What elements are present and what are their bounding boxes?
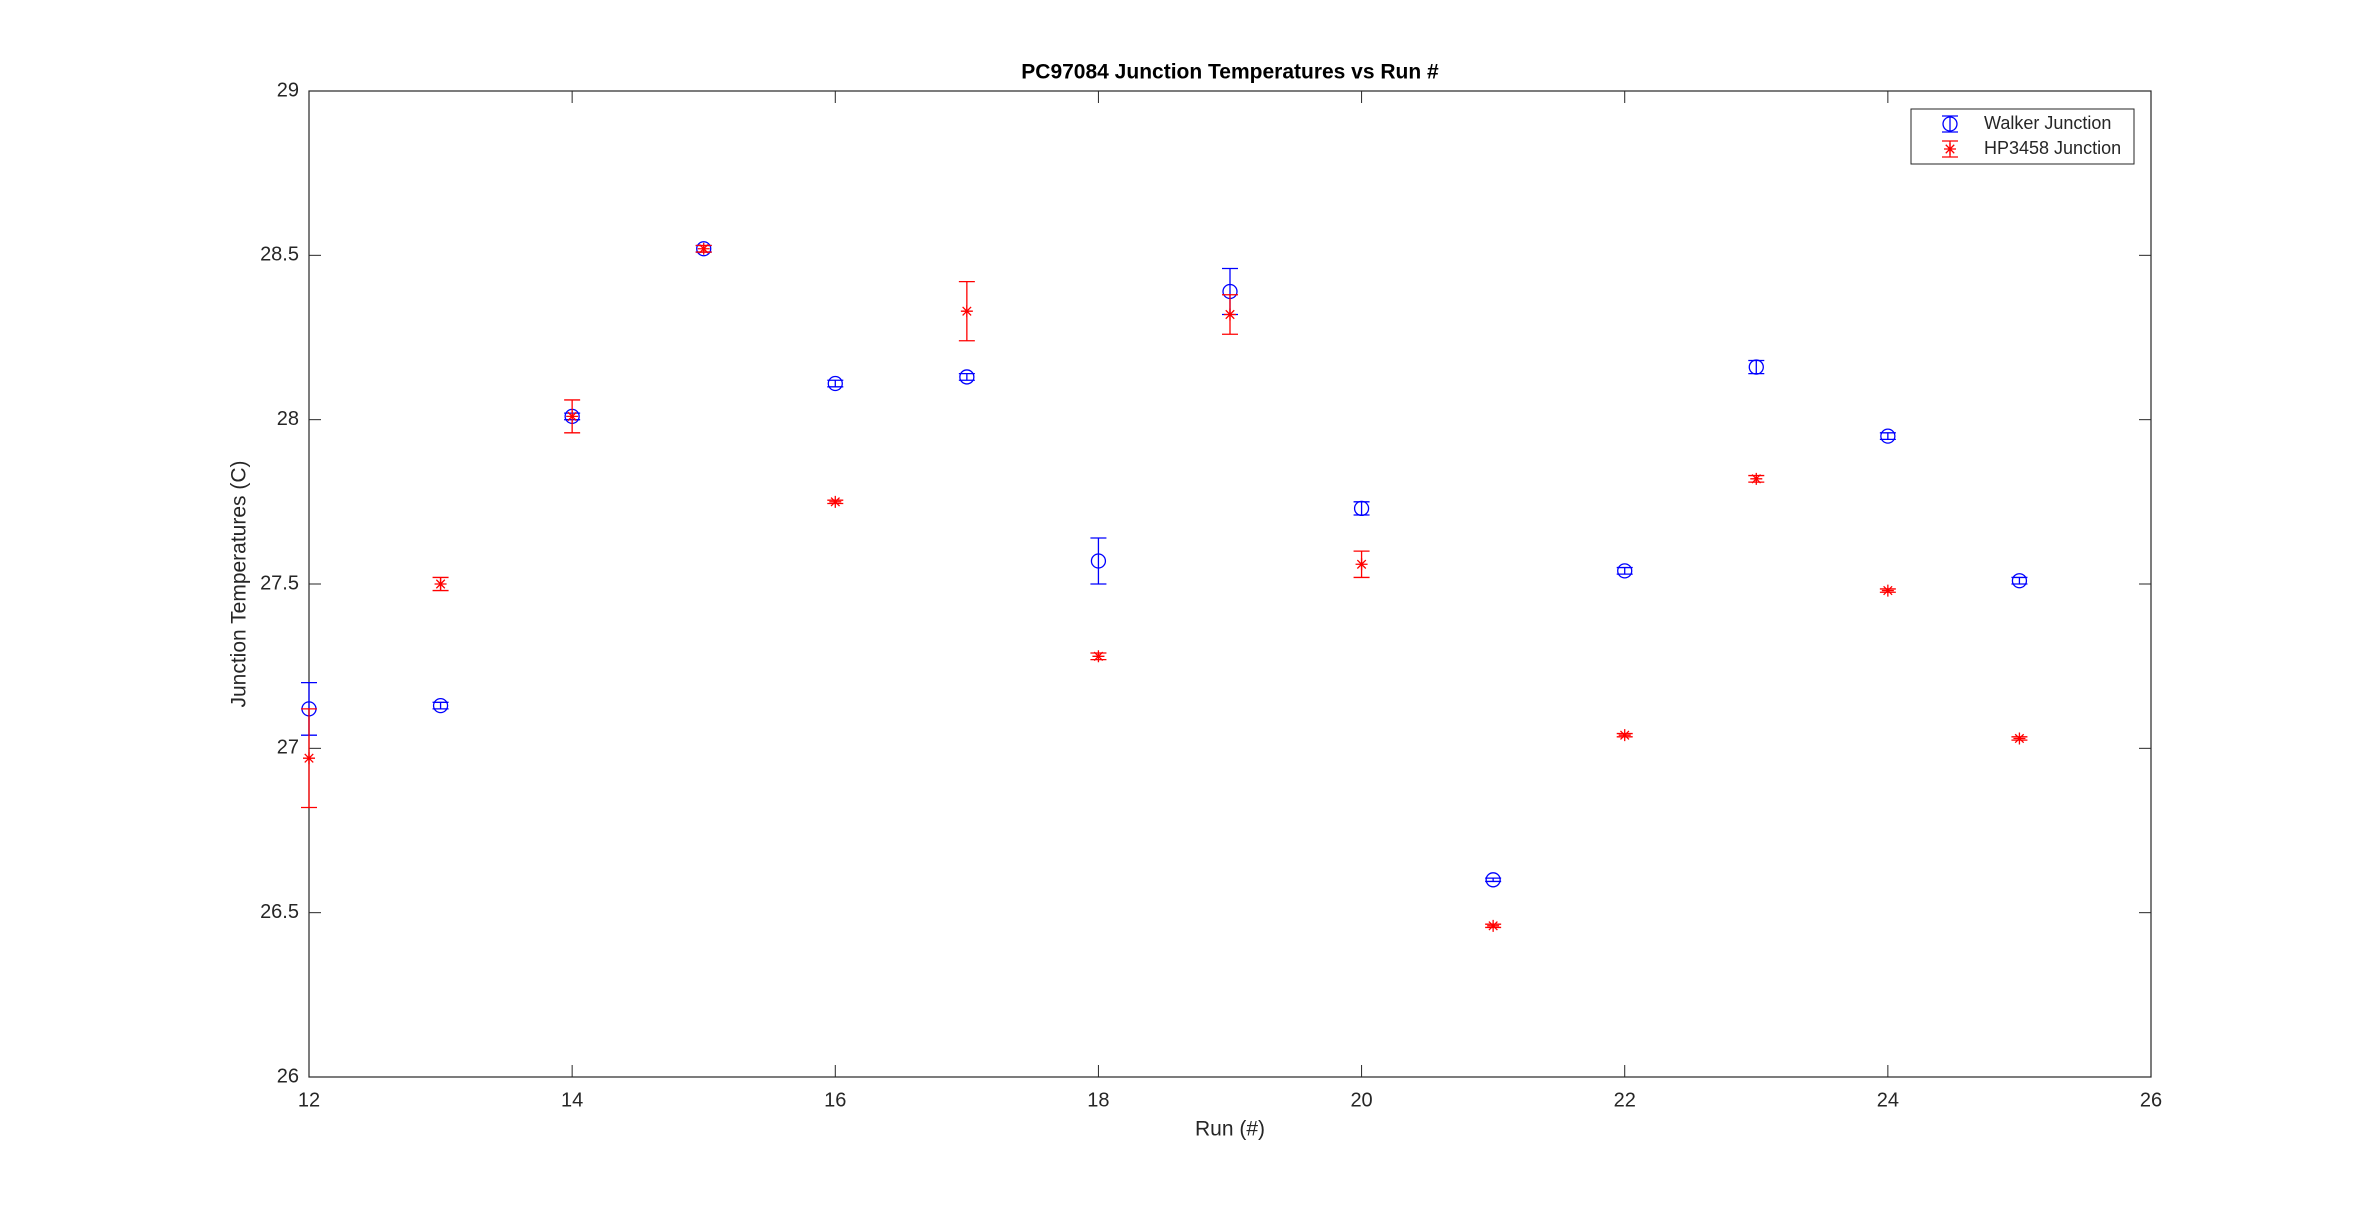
marker — [1881, 584, 1894, 597]
legend-swatch — [1942, 115, 1958, 133]
x-tick-label: 16 — [824, 1089, 846, 1111]
x-tick-label: 18 — [1087, 1089, 1109, 1111]
error-bar — [1879, 432, 1896, 441]
x-tick-label: 14 — [561, 1089, 583, 1111]
x-tick-label: 20 — [1350, 1089, 1372, 1111]
axes-box — [308, 90, 2152, 1078]
legend-marker — [1944, 143, 1956, 155]
marker — [1224, 308, 1236, 321]
marker — [1880, 428, 1896, 444]
marker — [1617, 563, 1633, 579]
marker — [1618, 729, 1631, 742]
error-bar — [958, 373, 975, 381]
error-bar — [1616, 566, 1633, 575]
marker — [1748, 359, 1764, 375]
marker — [827, 375, 843, 392]
marker — [432, 697, 449, 714]
legend-box — [1910, 108, 2135, 165]
x-tick-label: 26 — [2140, 1089, 2162, 1111]
marker — [566, 410, 579, 423]
marker — [1090, 553, 1107, 569]
x-tick-label: 22 — [1614, 1089, 1636, 1111]
error-bar — [432, 701, 449, 710]
error-bar — [1485, 877, 1502, 883]
error-bar — [1090, 537, 1107, 585]
error-bar — [827, 379, 844, 388]
y-axis-label: Junction Temperatures (C) — [228, 460, 251, 707]
y-tick-label: 28 — [277, 408, 299, 430]
marker — [1092, 650, 1105, 663]
marker — [696, 241, 712, 257]
marker — [1750, 472, 1763, 485]
marker — [2011, 573, 2028, 589]
marker — [959, 369, 975, 385]
marker — [1355, 558, 1368, 571]
y-tick-label: 27 — [277, 737, 299, 759]
marker — [1487, 919, 1500, 932]
y-tick-label: 28.5 — [260, 244, 299, 266]
marker — [434, 578, 447, 590]
y-tick-label: 27.5 — [260, 572, 299, 594]
marker — [697, 242, 710, 255]
marker — [829, 495, 842, 508]
legend-marker — [1942, 116, 1958, 132]
y-tick-label: 26 — [277, 1065, 299, 1087]
legend-label: Walker Junction — [1984, 113, 2111, 133]
error-bar — [2011, 576, 2028, 585]
legend-label: HP3458 Junction — [1984, 138, 2121, 158]
marker — [960, 305, 973, 318]
y-tick-label: 29 — [277, 79, 299, 101]
marker — [1485, 872, 1501, 888]
marker — [2013, 732, 2026, 745]
x-axis-label: Run (#) — [1195, 1118, 1265, 1141]
y-tick-label: 26.5 — [260, 901, 299, 923]
marker — [303, 752, 315, 765]
x-tick-label: 24 — [1877, 1089, 1899, 1111]
x-tick-label: 12 — [298, 1089, 320, 1111]
marker — [1353, 500, 1370, 517]
chart-title: PC97084 Junction Temperatures vs Run # — [1021, 61, 1439, 84]
